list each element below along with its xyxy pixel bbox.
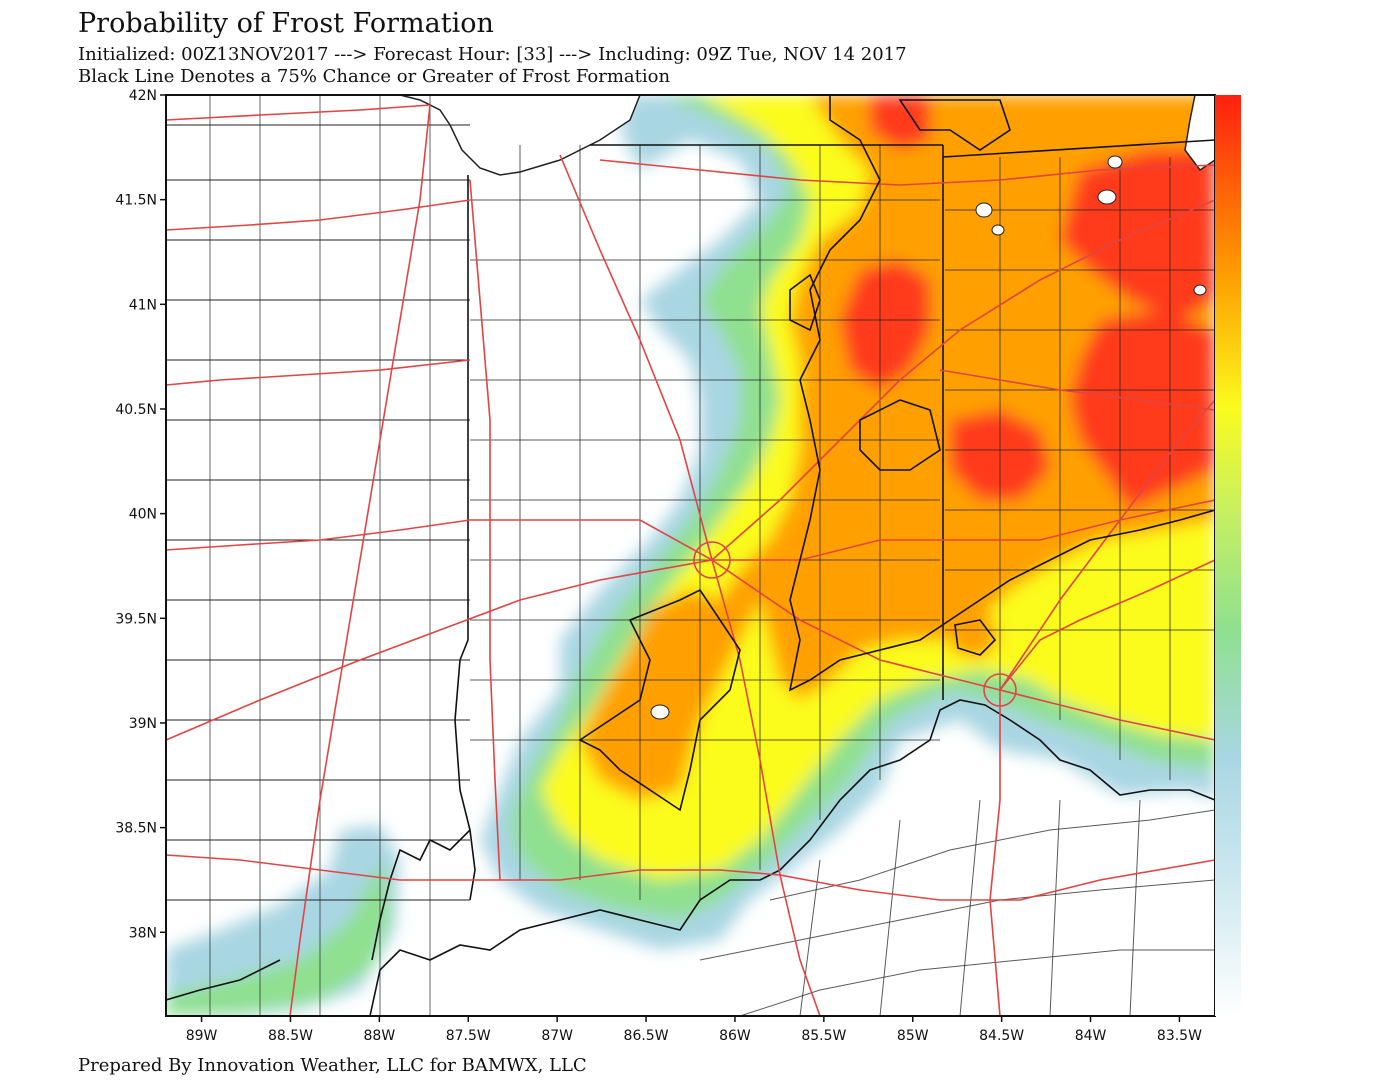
map-title: Probability of Frost Formation <box>78 8 494 39</box>
longitude-ticks: 89W 88.5W 88W 87.5W 87W 86.5W 86W 85.5W 85W 84.5W… <box>186 1016 1202 1044</box>
boundaries <box>166 95 1215 1016</box>
lat-tick-label: 40N <box>129 507 157 523</box>
lat-tick-label: 39.5N <box>115 611 157 627</box>
lon-tick-label: 88W <box>364 1028 396 1044</box>
lat-tick-label: 38N <box>129 925 157 941</box>
credit-footer: Prepared By Innovation Weather, LLC for … <box>78 1055 587 1076</box>
lon-tick-label: 86.5W <box>624 1028 669 1044</box>
lat-tick-label: 41N <box>129 297 157 313</box>
lat-tick-label: 42N <box>129 88 157 104</box>
lon-tick-label: 88.5W <box>268 1028 313 1044</box>
lon-tick-label: 86W <box>719 1028 751 1044</box>
lon-tick-label: 84.5W <box>979 1028 1024 1044</box>
lat-tick-label: 39N <box>129 716 157 732</box>
lon-tick-label: 87W <box>541 1028 573 1044</box>
lon-tick-label: 84W <box>1075 1028 1107 1044</box>
lat-tick-label: 41.5N <box>115 193 157 209</box>
shade-red-north <box>840 260 930 390</box>
lake-erie <box>1184 95 1215 172</box>
lon-tick-label: 85W <box>897 1028 929 1044</box>
lat-tick-label: 40.5N <box>115 402 157 418</box>
forecast-info: Initialized: 00Z13NOV2017 ---> Forecast … <box>78 44 907 65</box>
contour-legend-note: Black Line Denotes a 75% Chance or Great… <box>78 66 671 87</box>
lon-tick-label: 85.5W <box>801 1028 846 1044</box>
lat-tick-label: 38.5N <box>115 821 157 837</box>
lon-tick-label: 87.5W <box>446 1028 491 1044</box>
frost-75pct-contours <box>578 95 1215 812</box>
lon-tick-label: 89W <box>186 1028 218 1044</box>
shade-red-ne <box>1060 150 1215 320</box>
lon-tick-label: 83.5W <box>1157 1028 1202 1044</box>
shade-red-top <box>870 95 930 150</box>
shade-red-east <box>1070 310 1215 510</box>
state-lines <box>166 139 1215 1016</box>
highways <box>166 104 1215 1016</box>
shade-green-sw <box>166 860 390 1016</box>
latitude-ticks: 42N 41.5N 41N 40.5N 40N 39.5N 39N 38.5N 38N <box>115 88 166 941</box>
small-lakes <box>650 155 1207 720</box>
colorbar <box>1215 95 1241 1016</box>
lake-michigan <box>399 95 641 176</box>
